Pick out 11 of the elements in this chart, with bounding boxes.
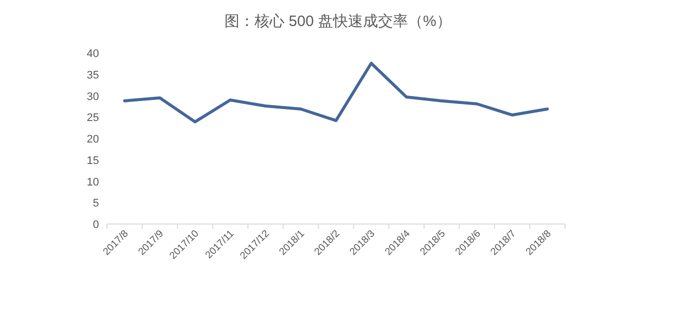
y-tick-label: 0 [92, 219, 99, 231]
chart-title: 图：核心 500 盘快速成交率（%） [224, 13, 452, 30]
y-tick-label: 30 [86, 90, 99, 103]
y-tick-label: 15 [86, 154, 99, 167]
y-tick-label: 35 [86, 69, 99, 82]
y-tick-label: 40 [86, 48, 99, 60]
y-tick-label: 10 [86, 176, 99, 188]
y-tick-label: 5 [92, 198, 99, 210]
y-tick-label: 20 [86, 134, 99, 146]
y-tick-label: 25 [86, 112, 99, 124]
line-series [123, 62, 549, 124]
